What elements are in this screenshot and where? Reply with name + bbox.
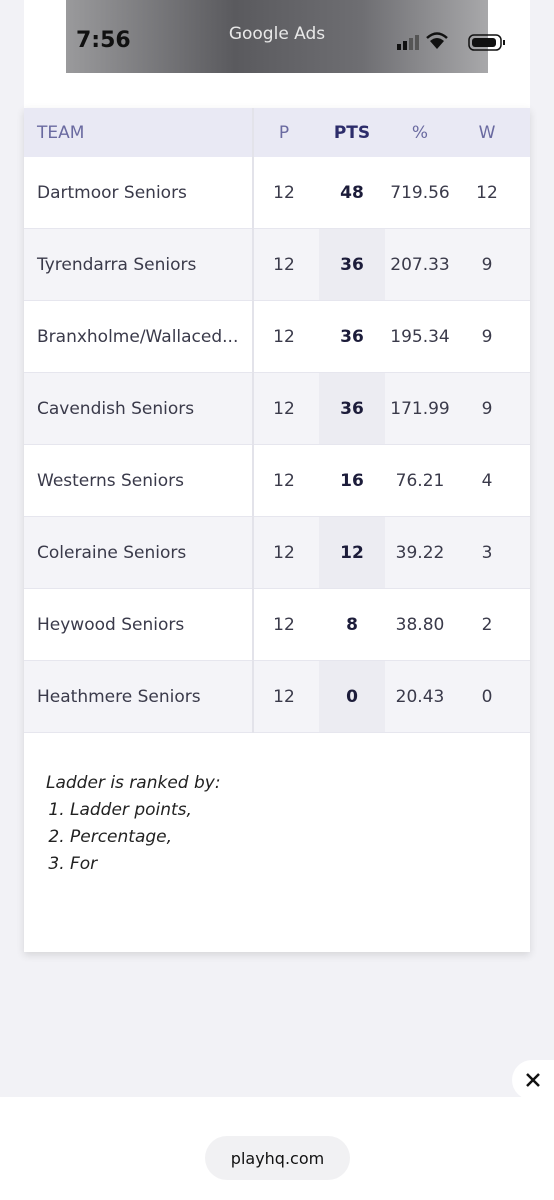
table-cell: 9 — [481, 326, 493, 347]
header-cell: % — [411, 122, 429, 143]
table-row[interactable]: Heywood Seniors 12 8 38.80 2 — [24, 589, 530, 661]
ladder-card: TEAM P PTS% W Dartmoor Seniors 12 48 719.56 12 Ty… — [24, 108, 530, 952]
table-cell: 9 — [481, 254, 493, 275]
table-cell: 195.34 — [390, 326, 450, 347]
browser-bar: playhq.com — [0, 1097, 554, 1200]
table-cell: 4 — [481, 470, 493, 491]
table-cell: Heywood Seniors — [37, 614, 185, 635]
table-row[interactable]: Branxholme/Wallaced... 12 36 195.34 9 — [24, 301, 530, 373]
table-cell: Heathmere Seniors — [37, 686, 201, 707]
column-divider — [252, 108, 254, 733]
table-cell: Westerns Seniors — [37, 470, 184, 491]
header-cell: P — [278, 122, 290, 143]
table-cell: 38.80 — [395, 614, 445, 635]
table-cell: 12 — [273, 182, 295, 203]
ranking-note: Ladder is ranked by: Ladder points,Perce… — [46, 770, 221, 878]
table-cell: 20.43 — [395, 686, 445, 707]
header-cell: TEAM — [37, 122, 85, 143]
table-cell: 12 — [273, 254, 295, 275]
ad-label: Google Ads — [228, 24, 326, 44]
header-cell: PTS — [333, 122, 371, 143]
table-cell: 171.99 — [390, 398, 450, 419]
table-cell: 12 — [273, 686, 295, 707]
table-cell: 0 — [481, 686, 493, 707]
note-item: Ladder points, — [70, 797, 221, 824]
table-cell: 12 — [273, 470, 295, 491]
table-row[interactable]: Cavendish Seniors 12 36 171.99 9 — [24, 373, 530, 445]
table-cell: Cavendish Seniors — [37, 398, 195, 419]
table-cell: 0 — [319, 661, 385, 732]
table-row[interactable]: Heathmere Seniors 12 0 20.43 0 — [24, 661, 530, 733]
table-cell: 8 — [346, 614, 358, 635]
table-cell: Branxholme/Wallaced... — [37, 326, 239, 347]
table-cell: 12 — [273, 326, 295, 347]
table-cell: Coleraine Seniors — [37, 542, 187, 563]
table-cell: 207.33 — [390, 254, 450, 275]
table-row[interactable]: Tyrendarra Seniors 12 36 207.33 9 — [24, 229, 530, 301]
header-row: TEAM P PTS% W — [24, 108, 530, 157]
status-time: 7:56 — [76, 28, 131, 53]
table-cell: 36 — [340, 326, 364, 347]
table-cell: Dartmoor Seniors — [37, 182, 187, 203]
table-cell: 12 — [273, 542, 295, 563]
table-row[interactable]: Westerns Seniors 12 16 76.21 4 — [24, 445, 530, 517]
table-cell: 76.21 — [395, 470, 445, 491]
table-cell: 9 — [481, 398, 493, 419]
close-icon — [526, 1073, 540, 1087]
table-cell: 16 — [340, 470, 364, 491]
table-cell: Tyrendarra Seniors — [37, 254, 197, 275]
table-cell: 36 — [319, 373, 385, 444]
note-item: Percentage, — [70, 824, 221, 851]
table-cell: 39.22 — [395, 542, 445, 563]
url-pill[interactable]: playhq.com — [205, 1136, 350, 1180]
table-cell: 3 — [481, 542, 493, 563]
table-cell: 12 — [476, 182, 498, 203]
table-cell: 719.56 — [390, 182, 450, 203]
table-cell: 12 — [319, 517, 385, 588]
note-title: Ladder is ranked by: — [46, 773, 221, 793]
table-row[interactable]: Dartmoor Seniors 12 48 719.56 12 — [24, 157, 530, 229]
table-cell: 36 — [319, 229, 385, 300]
table-cell: 12 — [273, 398, 295, 419]
close-button[interactable] — [512, 1060, 554, 1100]
note-item: For — [70, 851, 221, 878]
table-row[interactable]: Coleraine Seniors 12 12 39.22 3 — [24, 517, 530, 589]
header-cell: W — [478, 122, 496, 143]
table-cell: 2 — [481, 614, 493, 635]
table-cell: 48 — [340, 182, 364, 203]
table-cell: 12 — [273, 614, 295, 635]
status-icons — [397, 32, 505, 51]
